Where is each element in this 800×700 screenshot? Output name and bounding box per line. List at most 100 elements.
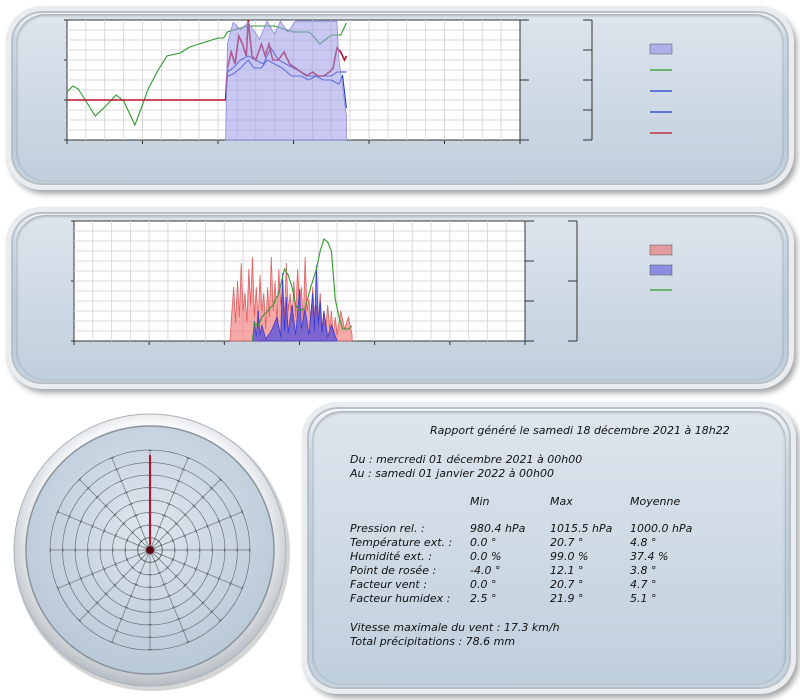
rose-spoke-tick — [138, 571, 143, 574]
rose-spoke-tick — [78, 618, 82, 622]
series-humidit-ext-rieure-area — [225, 20, 347, 141]
rose-spoke-tick — [183, 562, 186, 567]
rose-spoke-tick — [166, 594, 171, 597]
rose-spoke-tick — [129, 594, 134, 597]
rose-spoke-tick — [152, 560, 157, 563]
rose-spoke-tick — [217, 576, 220, 581]
rose-spoke-tick — [165, 565, 169, 569]
rose-spoke-tick — [181, 629, 186, 632]
rose-spoke — [149, 511, 243, 551]
legend-swatch — [649, 244, 673, 256]
rose-spoke-tick — [229, 581, 232, 586]
rose-spoke-tick — [206, 571, 209, 576]
rose-spoke-tick — [122, 574, 126, 578]
report-cell-min: -4.0 ° — [470, 564, 501, 577]
rose-spoke-tick — [156, 539, 161, 544]
report-cell-max: 1015.5 hPa — [550, 522, 613, 535]
report-cell-max: 12.1 ° — [550, 564, 584, 577]
report-cell-avg: 37.4 % — [630, 550, 669, 563]
rose-spoke-tick — [171, 606, 176, 609]
rose-spoke-tick — [240, 586, 243, 591]
rose-spoke-tick — [131, 565, 135, 569]
rose-spoke — [57, 511, 151, 551]
rose-spoke-tick — [157, 526, 162, 529]
rose-spoke-tick — [209, 609, 214, 614]
rose-spoke-tick — [171, 538, 174, 543]
rose-spoke-tick — [103, 566, 106, 571]
rose-spoke-tick — [124, 491, 129, 494]
report-row-label: Facteur humidex : — [350, 592, 451, 605]
rose-spoke-tick — [165, 531, 169, 535]
series-pr-cipitations-area — [252, 264, 338, 342]
report-from: Du : mercredi 01 décembre 2021 à 00h00 — [350, 453, 583, 466]
report-cell-max: 20.7 ° — [550, 536, 584, 549]
rose-spoke-tick — [152, 537, 157, 540]
wind-rose — [13, 413, 290, 691]
rose-spoke-tick — [133, 583, 138, 586]
rose-spoke-tick — [143, 537, 148, 540]
report-cell-avg: 4.8 ° — [630, 536, 657, 549]
rose-spoke-tick — [113, 583, 117, 587]
rose-spoke-tick — [80, 519, 83, 524]
rose-spoke-tick — [174, 574, 178, 578]
rose-spoke-tick — [122, 522, 126, 526]
report-cell-max: 21.9 ° — [550, 592, 584, 605]
temperature-chart-panel — [6, 6, 794, 190]
rose-spoke-tick — [104, 592, 108, 596]
rose-spoke-tick — [181, 468, 186, 471]
rose-spoke-tick — [218, 618, 222, 622]
rose-spoke-tick — [91, 571, 94, 576]
column-header-min: Min — [470, 495, 490, 508]
rose-spoke-tick — [104, 504, 108, 508]
report-cell-avg: 1000.0 hPa — [630, 522, 693, 535]
rose-spoke-tick — [103, 529, 106, 534]
rose-spoke-tick — [91, 524, 94, 529]
rose-spoke-tick — [109, 457, 114, 460]
report-inner — [312, 411, 786, 685]
rose-spoke-tick — [156, 556, 161, 561]
report-row-label: Pression rel. : — [350, 522, 425, 535]
rose-spoke — [111, 549, 151, 643]
report-cell-avg: 3.8 ° — [630, 564, 657, 577]
column-header-max: Max — [550, 495, 573, 508]
rose-spoke — [149, 549, 189, 643]
wind-rain-chart-panel — [6, 207, 794, 389]
rose-spoke-tick — [113, 513, 117, 517]
report-panel: Rapport généré le samedi 18 décembre 202… — [302, 402, 796, 694]
rose-spoke-tick — [137, 543, 140, 548]
rose-spoke — [79, 549, 151, 621]
rose-spoke-tick — [157, 571, 162, 574]
report-max-wind: Vitesse maximale du vent : 17.3 km/h — [350, 621, 560, 634]
rose-spoke-tick — [57, 586, 60, 591]
rose-spoke-tick — [183, 513, 187, 517]
rose-hub — [144, 544, 156, 556]
series-pr-cipitations-24h-line — [251, 238, 353, 342]
rose-spoke-tick — [119, 480, 124, 483]
rose-spoke-tick — [80, 576, 83, 581]
rose-spoke-tick — [176, 480, 181, 483]
rose-spoke-tick — [176, 617, 181, 620]
rose-spoke-tick — [137, 552, 140, 557]
rose-spoke-tick — [126, 557, 129, 562]
report-total-rain: Total précipitations : 78.6 mm — [350, 635, 516, 648]
report-cell-min: 2.5 ° — [470, 592, 497, 605]
report-to: Au : samedi 01 janvier 2022 à 00h00 — [350, 467, 554, 480]
rose-spoke-tick — [229, 514, 232, 519]
wind-rain-chart — [71, 220, 673, 345]
rose-spoke-tick — [183, 583, 187, 587]
legend-swatch — [649, 43, 673, 55]
rose-spoke — [149, 457, 189, 551]
report-cell-max: 99.0 % — [550, 550, 589, 563]
report-cell-min: 0.0 ° — [470, 578, 497, 591]
rose-spoke-tick — [57, 509, 60, 514]
legend-swatch — [649, 264, 673, 276]
rose-spoke-tick — [133, 514, 138, 517]
rose-spoke-tick — [160, 552, 163, 557]
rose-spoke-tick — [192, 592, 196, 596]
rose-spoke-tick — [86, 486, 91, 491]
rose-spoke-tick — [162, 583, 167, 586]
rose-spoke-tick — [131, 531, 135, 535]
report-cell-min: 0.0 ° — [470, 536, 497, 549]
column-header-avg: Moyenne — [630, 495, 681, 508]
rose-spoke-tick — [124, 606, 129, 609]
